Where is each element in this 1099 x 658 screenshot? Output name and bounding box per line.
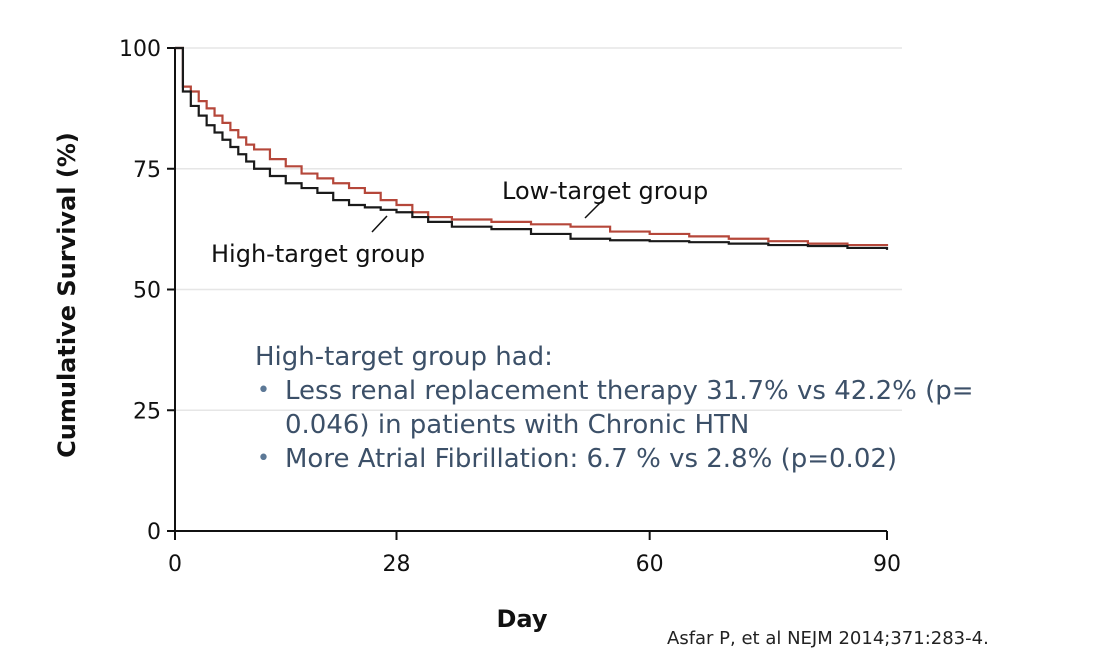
x-tick-label: 90	[873, 552, 901, 577]
annotation-bullet-2: • More Atrial Fibrillation: 6.7 % vs 2.8%…	[255, 442, 1055, 476]
bullet-icon: •	[257, 446, 270, 471]
x-tick-label: 28	[383, 552, 411, 577]
annotation-bullet-text-2: More Atrial Fibrillation: 6.7 % vs 2.8% …	[285, 444, 898, 474]
high-target-series-line	[175, 46, 889, 250]
low-target-label: Low-target group	[502, 177, 708, 205]
y-tick-label: 50	[133, 279, 161, 304]
y-tick-label: 75	[133, 158, 161, 183]
citation: Asfar P, et al NEJM 2014;371:283-4.	[667, 628, 989, 649]
high-target-leader-line	[371, 215, 388, 233]
x-tick-label: 0	[168, 552, 182, 577]
gridlines	[175, 47, 902, 411]
y-axis-title: Cumulative Survival (%)	[53, 132, 81, 458]
y-tick-label: 0	[147, 520, 161, 545]
y-tick-label: 25	[133, 399, 161, 424]
high-target-label: High-target group	[211, 240, 425, 268]
annotation-bullet-text-1: Less renal replacement therapy 31.7% vs …	[285, 376, 974, 440]
low-target-leader-line	[584, 200, 603, 219]
x-axis-title: Day	[496, 605, 547, 633]
annotation-intro: High-target group had:	[255, 342, 553, 372]
bullet-icon: •	[257, 378, 270, 403]
annotation-list: • Less renal replacement therapy 31.7% vs…	[255, 374, 1055, 476]
ticks: 0 25 50 75 100 0 28 60 90	[119, 37, 901, 577]
annotation-bullet-1: • Less renal replacement therapy 31.7% vs…	[255, 374, 1055, 442]
y-tick-label: 100	[119, 37, 161, 62]
low-target-series-line	[175, 46, 889, 247]
x-tick-label: 60	[636, 552, 664, 577]
annotation-box: High-target group had: • Less renal repla…	[255, 340, 1055, 476]
series-labels: Low-target group High-target group	[211, 177, 708, 268]
series-lines	[175, 46, 889, 250]
